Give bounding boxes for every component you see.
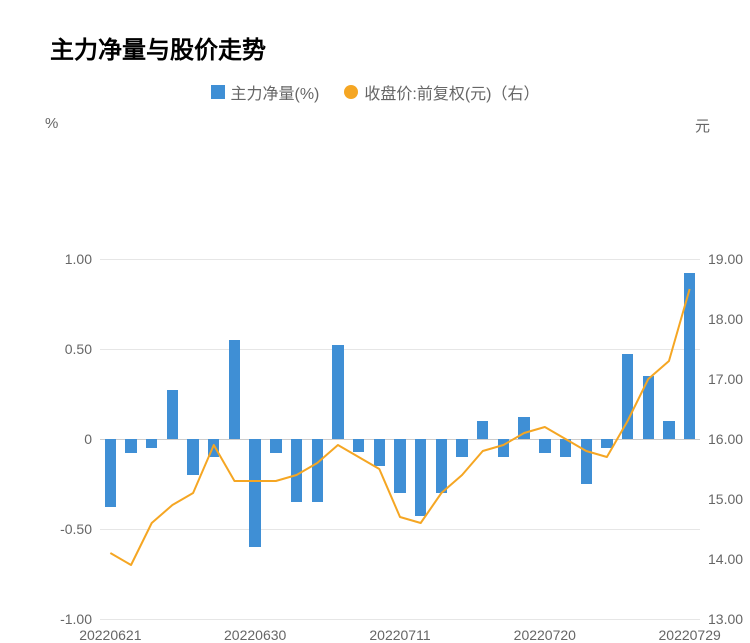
bar bbox=[312, 439, 323, 502]
x-label: 20220630 bbox=[224, 627, 286, 643]
y-left-label: 0.50 bbox=[42, 341, 92, 357]
x-label: 20220729 bbox=[658, 627, 720, 643]
x-label: 20220621 bbox=[79, 627, 141, 643]
gridline bbox=[100, 529, 700, 530]
y-right-label: 19.00 bbox=[708, 251, 750, 267]
bar bbox=[270, 439, 281, 453]
bar bbox=[456, 439, 467, 457]
y-right-label: 14.00 bbox=[708, 551, 750, 567]
plot-area: -1.00-0.5000.501.0013.0014.0015.0016.001… bbox=[100, 259, 700, 619]
bar bbox=[332, 345, 343, 439]
y-right-label: 17.00 bbox=[708, 371, 750, 387]
bar bbox=[643, 376, 654, 439]
bar bbox=[581, 439, 592, 484]
y-right-label: 13.00 bbox=[708, 611, 750, 627]
x-label: 20220720 bbox=[514, 627, 576, 643]
bar bbox=[684, 273, 695, 439]
legend-line-label: 收盘价:前复权(元)（右） bbox=[364, 80, 539, 104]
bar bbox=[353, 439, 364, 452]
legend-bar-label: 主力净量(%) bbox=[231, 80, 320, 104]
bar bbox=[125, 439, 136, 453]
chart-title: 主力净量与股价走势 bbox=[50, 30, 730, 65]
bar bbox=[146, 439, 157, 448]
bar bbox=[374, 439, 385, 466]
bar bbox=[539, 439, 550, 453]
bar bbox=[187, 439, 198, 475]
bar bbox=[436, 439, 447, 493]
bar bbox=[601, 439, 612, 448]
x-label: 20220711 bbox=[369, 627, 430, 643]
bar bbox=[249, 439, 260, 547]
left-axis-unit: % bbox=[45, 115, 58, 132]
bar bbox=[229, 340, 240, 439]
right-axis-unit: 元 bbox=[695, 115, 710, 136]
gridline bbox=[100, 349, 700, 350]
y-left-label: -0.50 bbox=[42, 521, 92, 537]
y-right-label: 18.00 bbox=[708, 311, 750, 327]
bar bbox=[477, 421, 488, 439]
bar bbox=[498, 439, 509, 457]
bar bbox=[622, 354, 633, 439]
bar bbox=[518, 417, 529, 439]
bar bbox=[394, 439, 405, 493]
bar bbox=[167, 390, 178, 439]
y-left-label: -1.00 bbox=[42, 611, 92, 627]
y-right-label: 16.00 bbox=[708, 431, 750, 447]
bar bbox=[560, 439, 571, 457]
legend-item-bar: 主力净量(%) bbox=[211, 80, 320, 104]
bar bbox=[663, 421, 674, 439]
price-line bbox=[110, 289, 689, 565]
bar bbox=[105, 439, 116, 507]
y-left-label: 0 bbox=[42, 431, 92, 447]
bar-legend-icon bbox=[211, 85, 225, 99]
legend: 主力净量(%) 收盘价:前复权(元)（右） bbox=[20, 80, 730, 104]
bar bbox=[291, 439, 302, 502]
gridline bbox=[100, 259, 700, 260]
legend-item-line: 收盘价:前复权(元)（右） bbox=[344, 80, 539, 104]
chart-container: 主力净量与股价走势 主力净量(%) 收盘价:前复权(元)（右） % 元 -1.0… bbox=[0, 0, 750, 558]
bar bbox=[208, 439, 219, 457]
y-left-label: 1.00 bbox=[42, 251, 92, 267]
gridline bbox=[100, 619, 700, 620]
bar bbox=[415, 439, 426, 516]
line-legend-icon bbox=[344, 85, 358, 99]
y-right-label: 15.00 bbox=[708, 491, 750, 507]
